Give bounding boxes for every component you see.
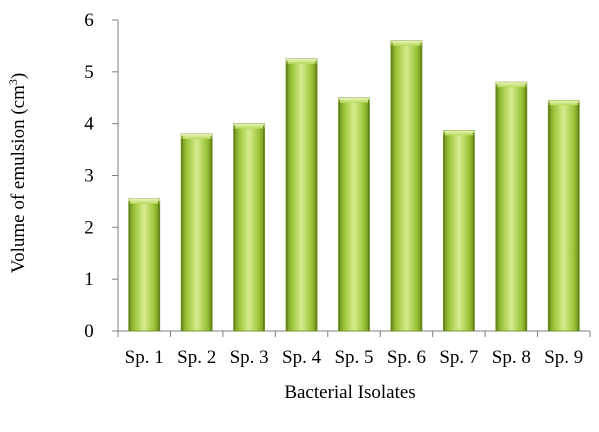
bar [390,40,423,332]
bar-group [338,97,370,332]
x-tick-label: Sp. 9 [544,347,583,368]
y-axis-title-suffix: ) [8,73,29,79]
x-tick-label: Sp. 1 [125,347,164,368]
bar-highlight-cap [495,82,527,88]
y-axis-title: Volume of emulsion (cm3) [6,73,29,273]
y-tick-label: 6 [84,10,94,31]
bar-highlight-cap [128,198,160,204]
bar-highlight-cap [548,100,580,106]
bar [547,99,580,332]
y-tick-label: 1 [84,269,94,290]
bar-highlight-cap [181,134,213,140]
bar-group [547,99,580,332]
bar-group [442,130,475,332]
y-tick-label: 0 [84,321,94,342]
x-tick-label: Sp. 5 [334,347,373,368]
bar-highlight-cap [338,97,370,103]
bar [442,130,475,332]
bar-group [390,40,423,332]
bar [285,58,318,332]
bar-group [233,123,266,332]
x-tick-label: Sp. 7 [439,347,478,368]
y-axis-title-superscript: 3 [6,79,20,85]
bar-highlight-cap [443,130,475,136]
y-tick-label: 5 [84,62,94,83]
plot-area: 0 1 2 3 4 5 6 Sp. 1 Sp. 2 Sp. 3 Sp. 4 Sp. 5 Sp. 6 Sp.… [84,10,591,368]
bar-highlight-cap [390,40,422,46]
x-tick-label: Sp. 6 [387,347,426,368]
bar [495,81,528,332]
bar [128,198,161,332]
bar [338,97,370,332]
x-tick-label: Sp. 3 [230,347,269,368]
y-tick-label: 3 [84,166,94,187]
bar [180,133,213,332]
x-tick-label: Sp. 2 [177,347,216,368]
y-axis-title-prefix: Volume of emulsion (cm [8,85,29,273]
bar-group [180,133,213,332]
x-tick-label: Sp. 4 [282,347,322,368]
bar-group [128,198,161,332]
x-axis-title: Bacterial Isolates [284,382,415,403]
y-tick-label: 2 [84,217,94,238]
bar-highlight-cap [286,58,318,64]
x-tick-label: Sp. 8 [492,347,531,368]
bar-group [495,81,528,332]
bar-highlight-cap [233,123,265,129]
bar-group [285,58,318,332]
y-tick-label: 4 [84,114,94,135]
bar [233,123,266,332]
